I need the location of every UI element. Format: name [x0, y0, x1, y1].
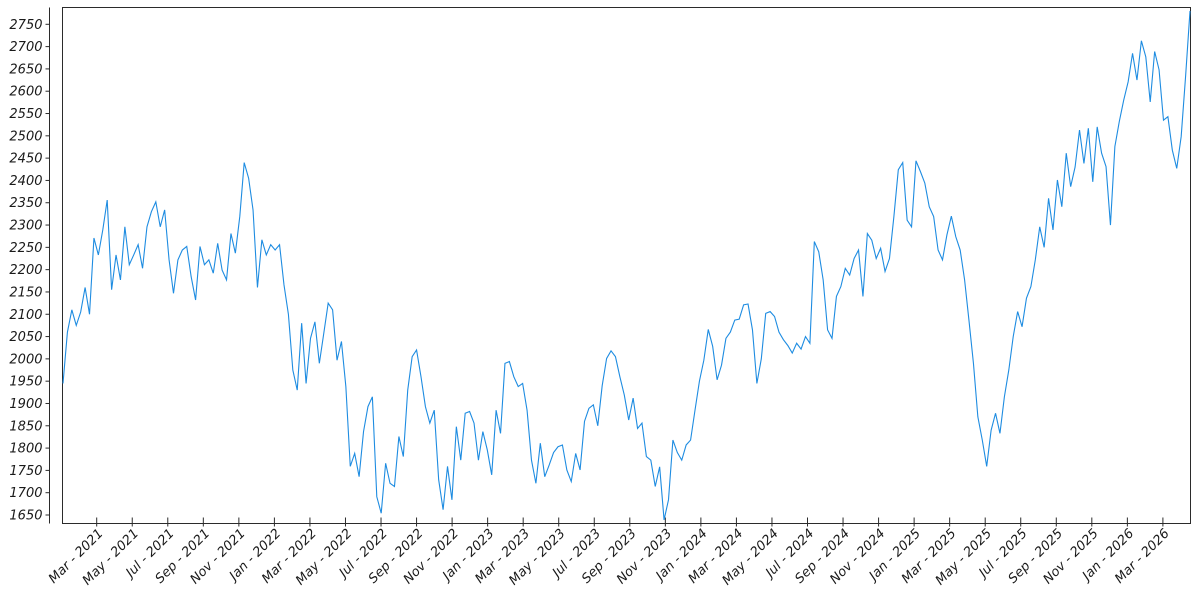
y-tick-label: 1950 — [9, 375, 42, 390]
y-tick-label: 2550 — [9, 107, 42, 122]
price-line-series — [62, 10, 1191, 521]
y-tick-label: 2300 — [9, 219, 42, 234]
y-tick-label: 2150 — [9, 285, 42, 300]
y-tick-label: 2750 — [9, 18, 42, 33]
y-tick-label: 2050 — [9, 330, 42, 345]
y-tick-label: 2700 — [9, 40, 42, 55]
y-tick-label: 2500 — [9, 129, 42, 144]
y-tick-label: 2100 — [9, 308, 42, 323]
y-tick-label: 1800 — [9, 442, 42, 457]
y-tick-label: 1650 — [9, 509, 42, 524]
y-tick-label: 2200 — [9, 263, 42, 278]
y-tick-label: 2400 — [9, 174, 42, 189]
y-tick-label: 2350 — [9, 196, 42, 211]
y-tick-label: 1850 — [9, 419, 42, 434]
y-tick-label: 2250 — [9, 241, 42, 256]
y-tick-label: 1700 — [9, 486, 42, 501]
y-tick-label: 2650 — [9, 62, 42, 77]
y-tick-label: 2000 — [9, 352, 42, 367]
y-tick-label: 2450 — [9, 152, 42, 167]
y-tick-label: 1750 — [9, 464, 42, 479]
y-tick-label: 2600 — [9, 85, 42, 100]
y-tick-label: 1900 — [9, 397, 42, 412]
plot-border — [62, 7, 1191, 524]
